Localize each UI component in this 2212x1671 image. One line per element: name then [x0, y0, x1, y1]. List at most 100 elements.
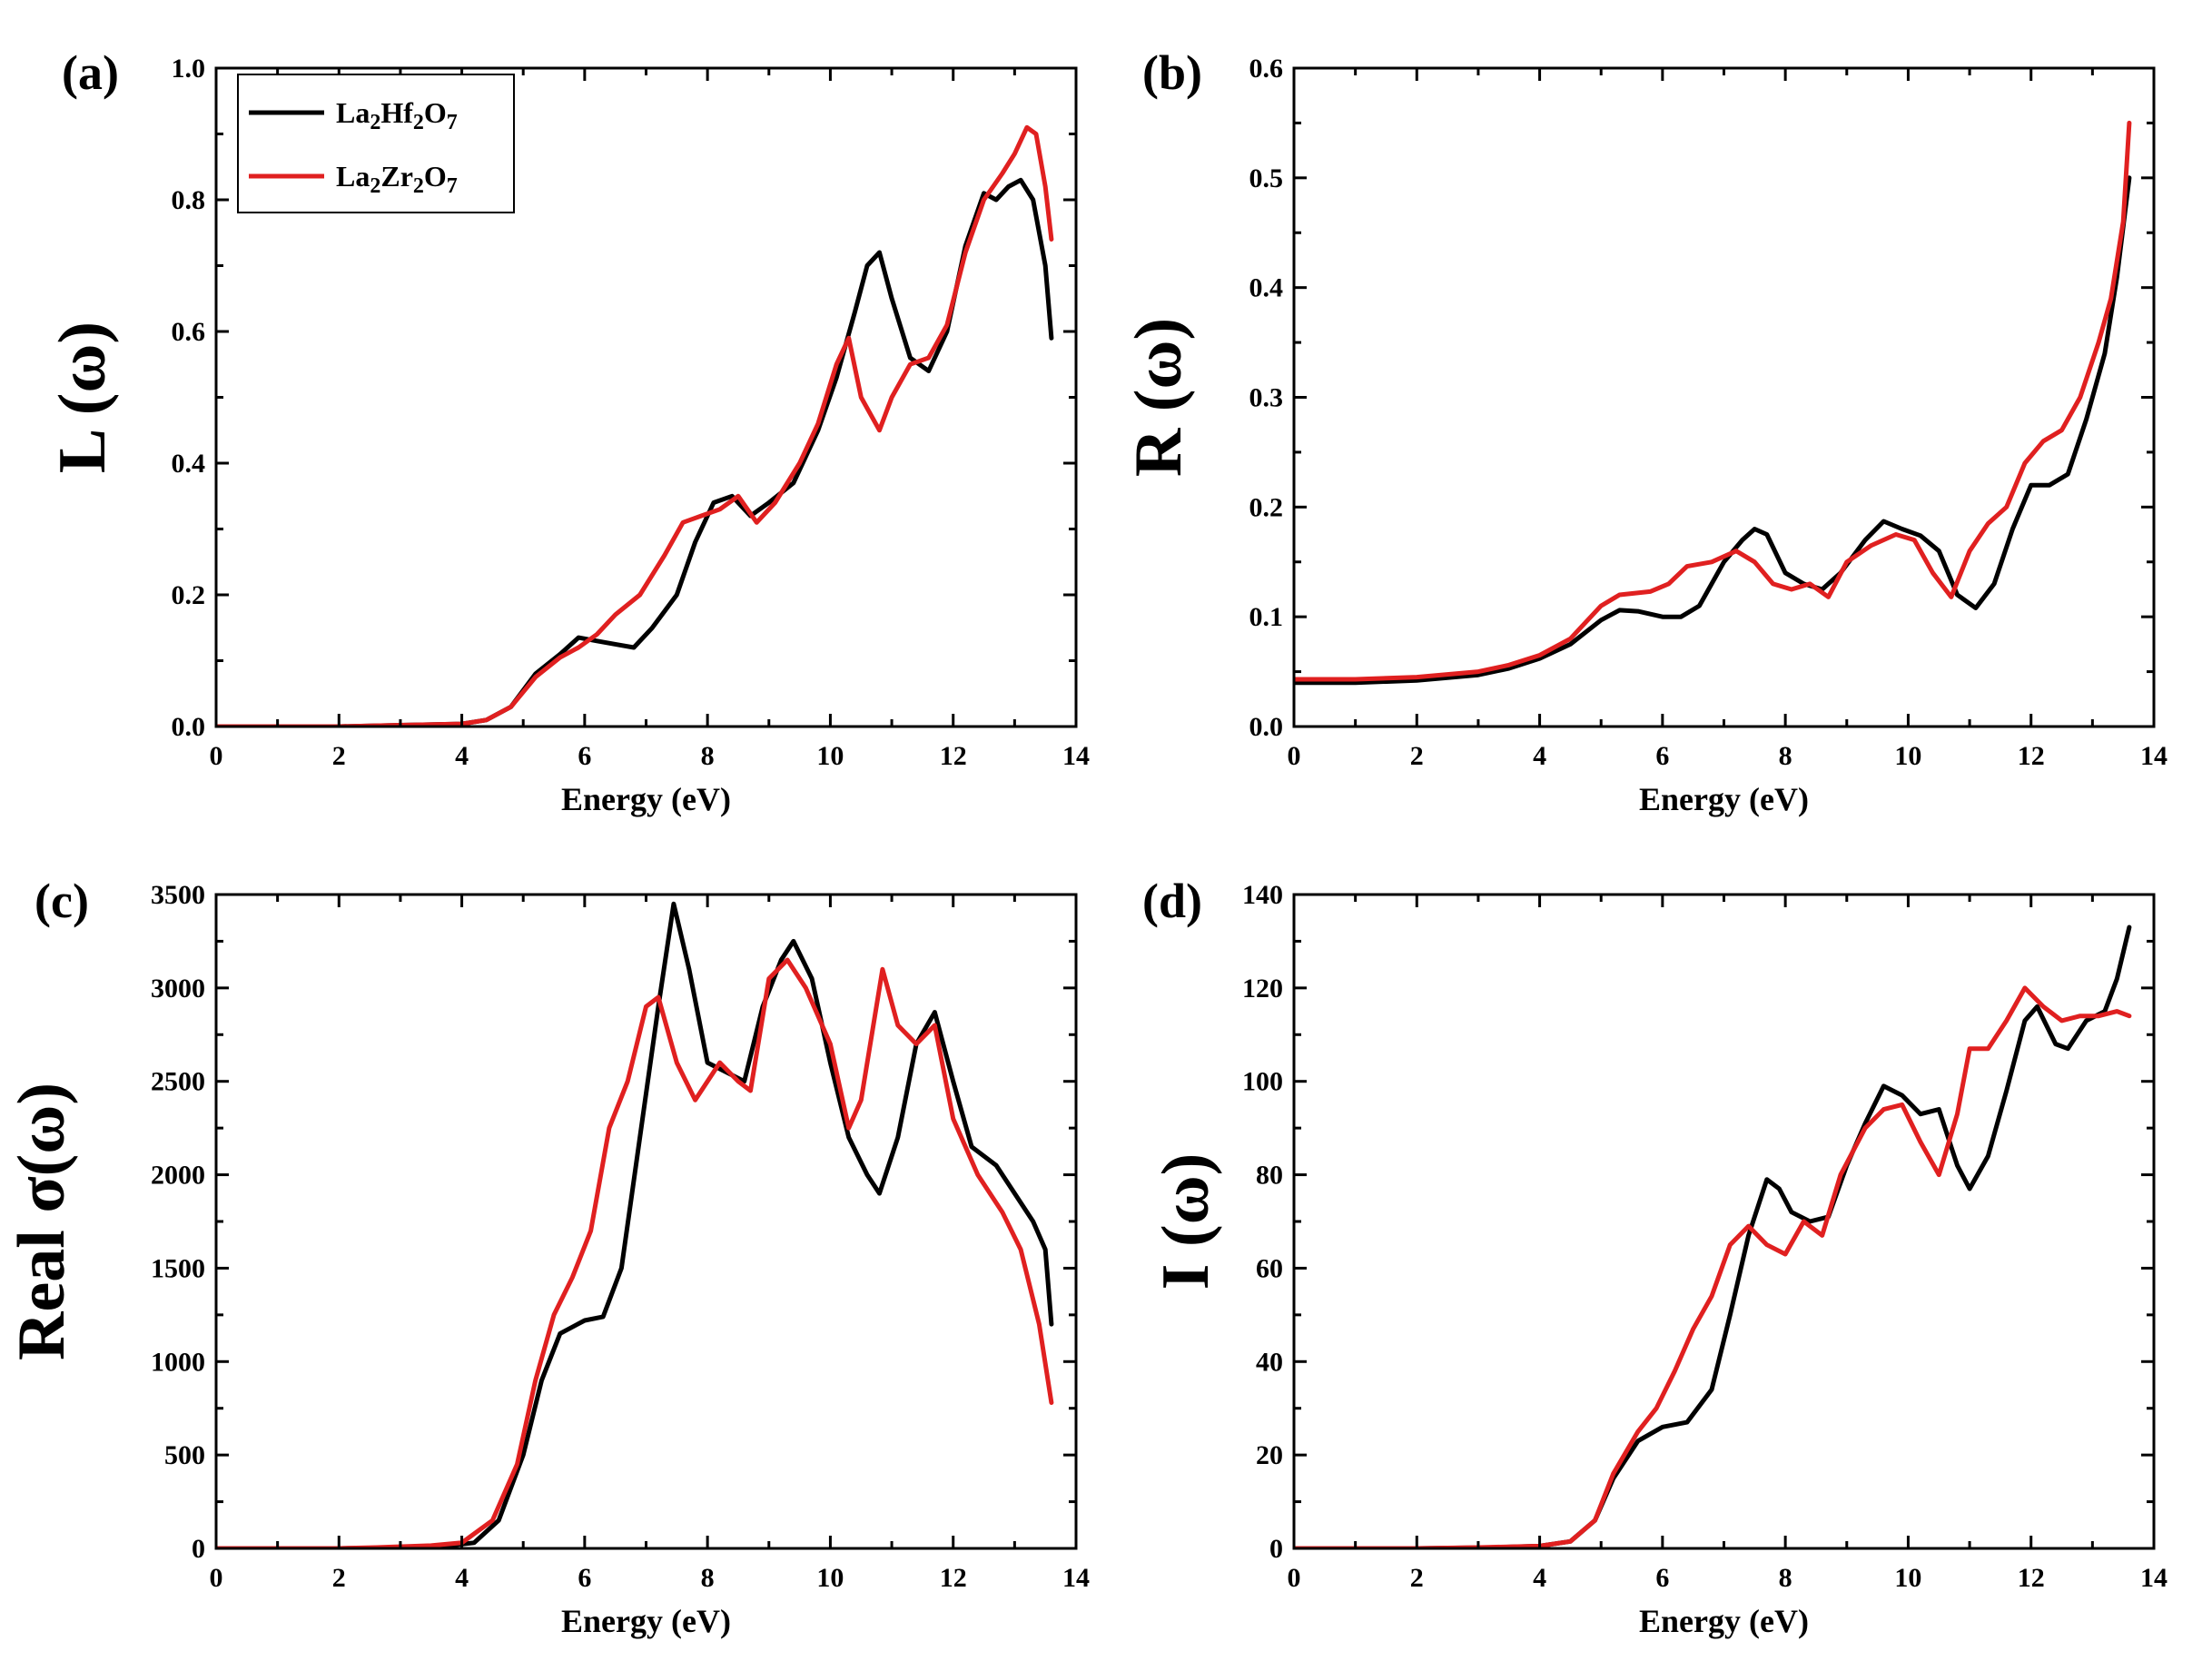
y-tick-label: 0 [1269, 1534, 1283, 1564]
y-axis-label: L (ω) [45, 321, 120, 473]
legend-entry-la2zr2o7: La2Zr2O7 [249, 160, 458, 198]
y-tick-label: 20 [1256, 1440, 1283, 1470]
y-tick-label: 3000 [151, 974, 205, 1004]
legend-text-part: Zr [380, 160, 413, 193]
legend-text-part: 2 [413, 111, 424, 134]
x-tick-label: 0 [210, 1563, 223, 1593]
panel-label: (c) [35, 874, 89, 928]
y-tick-label: 60 [1256, 1253, 1283, 1283]
y-tick-label: 0.6 [1249, 54, 1284, 84]
x-tick-label: 6 [578, 1563, 591, 1593]
x-tick-label: 6 [578, 741, 591, 771]
y-tick-label: 0.0 [1249, 712, 1284, 742]
y-tick-label: 3500 [151, 880, 205, 910]
x-tick-label: 6 [1655, 1563, 1669, 1593]
y-tick-label: 1000 [151, 1347, 205, 1377]
y-tick-label: 0.8 [172, 185, 206, 215]
y-tick-label: 0.4 [1249, 273, 1284, 303]
y-axis-label: R (ω) [1121, 318, 1196, 477]
x-tick-label: 14 [1062, 1563, 1090, 1593]
panels: 0 2 4 6 8 10 12 14 0.0 0.2 0.4 0.6 0.8 1.0 Energy (eV)… [5, 45, 2168, 1639]
legend-entry-la2hf2o7: La2Hf2O7 [249, 96, 458, 134]
series-line-la2hf2o7 [216, 177, 1054, 727]
x-tick-label: 2 [332, 741, 346, 771]
series-line-la2hf2o7 [216, 901, 1054, 1548]
legend-label: La2Zr2O7 [336, 160, 458, 198]
legend-label: La2Hf2O7 [336, 96, 458, 134]
x-tick-label: 12 [2018, 741, 2045, 771]
series-line-la2zr2o7 [1294, 120, 2132, 682]
legend-text-part: 7 [447, 111, 458, 134]
y-tick-label: 0.0 [172, 712, 206, 742]
y-axis-label: Real σ(ω) [5, 1083, 79, 1360]
x-tick-label: 12 [940, 1563, 967, 1593]
x-tick-label: 0 [210, 741, 223, 771]
x-tick-label: 14 [2140, 741, 2168, 771]
x-tick-label: 0 [1288, 1563, 1301, 1593]
y-tick-label: 0.2 [172, 580, 206, 610]
y-tick-label: 0.5 [1249, 163, 1284, 193]
legend-text-part: 7 [447, 174, 458, 198]
legend-text-part: La [336, 96, 370, 129]
y-tick-label: 1500 [151, 1253, 205, 1283]
x-tick-label: 8 [1779, 741, 1792, 771]
series-line-la2hf2o7 [1294, 175, 2132, 686]
x-tick-label: 14 [2140, 1563, 2168, 1593]
plot-frame [1292, 66, 2156, 728]
x-axis-label: Energy (eV) [1639, 1603, 1809, 1639]
panel-label: (a) [62, 45, 119, 100]
legend-box [237, 74, 515, 213]
series-line-la2zr2o7 [216, 124, 1054, 727]
legend-text-part: O [424, 160, 447, 193]
chart-panel-b: 0 2 4 6 8 10 12 14 0.0 0.1 0.2 0.3 0.4 0.5 0.6 Energy (… [1121, 45, 2168, 817]
x-tick-label: 4 [455, 741, 469, 771]
y-tick-label: 2000 [151, 1161, 205, 1191]
chart-panel-a: 0 2 4 6 8 10 12 14 0.0 0.2 0.4 0.6 0.8 1.0 Energy (eV)… [45, 45, 1090, 817]
chart-panel-c: 0 2 4 6 8 10 12 14 0 500 1000 1500 2000 2500 3000 3500 E… [5, 874, 1090, 1639]
y-tick-label: 0.2 [1249, 492, 1284, 522]
x-tick-label: 0 [1288, 741, 1301, 771]
x-tick-label: 2 [1410, 1563, 1424, 1593]
panel-label: (b) [1142, 45, 1202, 100]
x-tick-label: 8 [701, 741, 715, 771]
x-tick-label: 10 [1894, 1563, 1921, 1593]
panel-label: (d) [1142, 874, 1202, 928]
legend-text-part: 2 [370, 111, 380, 134]
y-tick-label: 120 [1242, 974, 1283, 1004]
x-tick-label: 10 [816, 1563, 844, 1593]
legend-text-part: O [424, 96, 447, 129]
x-tick-label: 8 [701, 1563, 715, 1593]
x-tick-label: 10 [816, 741, 844, 771]
x-tick-label: 4 [1533, 741, 1546, 771]
legend-text-part: 2 [413, 174, 424, 198]
x-tick-label: 4 [1533, 1563, 1546, 1593]
y-tick-label: 100 [1242, 1067, 1283, 1097]
y-tick-label: 0.6 [172, 317, 206, 347]
x-axis-label: Energy (eV) [1639, 781, 1809, 817]
plot-frame [214, 893, 1078, 1550]
x-tick-label: 12 [940, 741, 967, 771]
legend-text-part: La [336, 160, 370, 193]
x-axis-label: Energy (eV) [561, 781, 731, 817]
y-tick-label: 0.3 [1249, 383, 1284, 413]
x-tick-label: 2 [332, 1563, 346, 1593]
y-tick-label: 0.4 [172, 449, 206, 479]
y-tick-label: 500 [164, 1440, 205, 1470]
y-tick-label: 0.1 [1249, 602, 1284, 632]
y-tick-label: 1.0 [172, 54, 206, 84]
x-tick-label: 4 [455, 1563, 469, 1593]
x-axis-label: Energy (eV) [561, 1603, 731, 1639]
plot-frame [1292, 893, 2156, 1550]
x-tick-label: 12 [2018, 1563, 2045, 1593]
series-line-la2zr2o7 [216, 957, 1054, 1548]
y-axis-label: I (ω) [1149, 1153, 1223, 1290]
y-tick-label: 40 [1256, 1347, 1283, 1377]
y-tick-label: 2500 [151, 1067, 205, 1097]
y-tick-label: 0 [192, 1534, 205, 1564]
y-tick-label: 80 [1256, 1161, 1283, 1191]
x-tick-label: 8 [1779, 1563, 1792, 1593]
series-line-la2zr2o7 [1294, 985, 2132, 1548]
